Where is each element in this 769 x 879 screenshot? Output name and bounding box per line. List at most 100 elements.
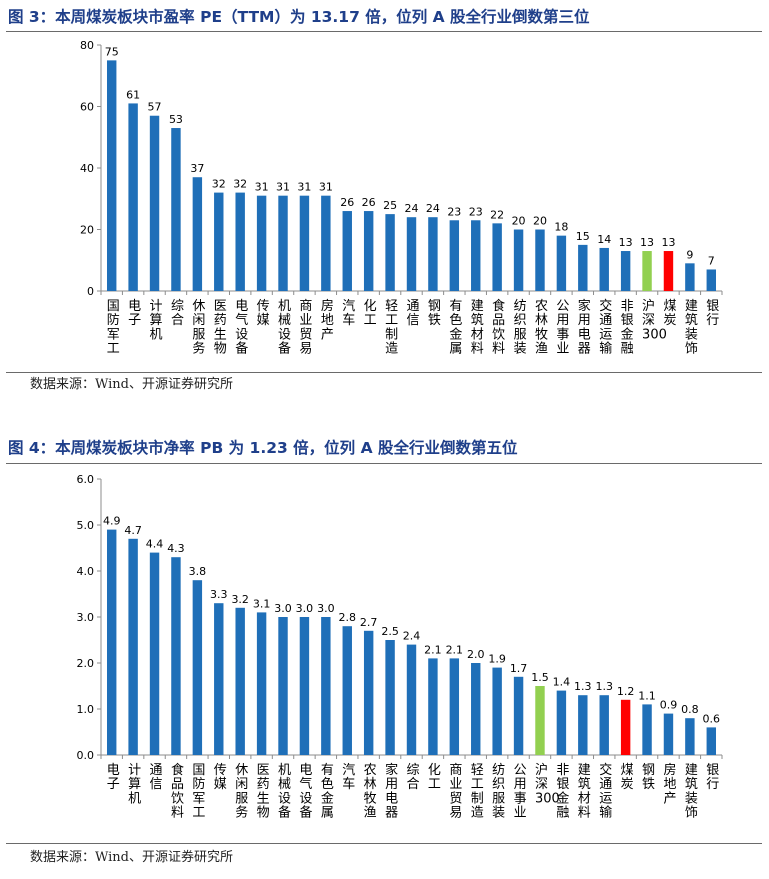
bar [620, 251, 631, 291]
y-tick-label: 2.0 [77, 657, 95, 670]
data-label: 23 [469, 205, 483, 218]
figure-2-top-rule [6, 463, 762, 464]
bar [685, 718, 695, 755]
figure-1-bottom-rule [6, 372, 762, 373]
bar [471, 220, 481, 291]
data-label: 75 [105, 45, 119, 58]
data-label: 1.5 [531, 671, 549, 684]
data-label: 32 [212, 178, 226, 191]
figure-1-title: 图 3：本周煤炭板块市盈率 PE（TTM）为 13.17 倍，位列 A 股全行业… [8, 8, 590, 26]
bar [235, 192, 245, 291]
x-tick-label: 建筑材料 [578, 763, 591, 821]
bar [492, 223, 502, 291]
x-tick-label: 银行 [706, 299, 719, 328]
data-label: 7 [708, 254, 715, 267]
data-label: 20 [533, 215, 547, 228]
bar [385, 640, 395, 755]
data-label: 3.0 [317, 602, 335, 615]
x-tick-label: 房地产 [321, 298, 334, 342]
bar [321, 195, 331, 291]
data-label: 2.0 [467, 648, 485, 661]
x-tick-label: 轻工制造 [471, 763, 484, 821]
bar [171, 128, 181, 291]
data-label: 26 [340, 196, 354, 209]
y-tick-label: 6.0 [77, 473, 95, 486]
data-label: 3.0 [274, 602, 292, 615]
bar [363, 630, 374, 755]
bar [106, 529, 117, 755]
data-label: 4.9 [103, 515, 121, 528]
bar [106, 60, 117, 291]
data-label: 24 [405, 202, 419, 215]
data-label: 3.2 [231, 593, 249, 606]
data-label: 1.3 [595, 680, 613, 693]
y-tick-label: 80 [80, 39, 94, 52]
y-tick-label: 1.0 [77, 703, 95, 716]
x-tick-label: 煤炭 [621, 763, 634, 792]
x-tick-label: 计算机 [128, 763, 141, 806]
bar [642, 251, 652, 291]
bar [171, 557, 181, 755]
x-tick-label: 食品饮料 [492, 298, 505, 357]
data-label: 61 [126, 88, 140, 101]
bar [706, 727, 717, 755]
data-label: 32 [233, 178, 247, 191]
x-tick-label: 房地产 [663, 762, 676, 806]
data-label: 2.8 [339, 611, 357, 624]
data-label: 4.4 [146, 538, 164, 551]
bar [363, 211, 374, 291]
x-tick-label: 综合 [171, 299, 184, 328]
data-label: 9 [686, 248, 693, 261]
x-tick-label: 交通运输 [599, 762, 612, 821]
x-tick-label: 医药生物 [257, 763, 270, 821]
data-label: 1.9 [488, 653, 506, 666]
bar [406, 644, 417, 755]
bar [256, 612, 267, 755]
bar [149, 552, 160, 755]
bar [492, 667, 502, 755]
data-label: 3.8 [189, 565, 207, 578]
figure-1-top-rule [6, 31, 762, 32]
bar [192, 580, 203, 755]
pe-bar-chart: 0 20 40 60 80 75 国防军工 61 电子 57 计算机 53 综合 37 休闲服务 32 医药生物… [80, 39, 723, 357]
data-label: 14 [597, 233, 611, 246]
bar [192, 177, 203, 291]
data-label: 20 [512, 215, 526, 228]
x-tick-label: 轻工制造 [385, 299, 398, 357]
y-tick-label: 40 [80, 162, 94, 175]
bar [278, 195, 288, 291]
x-tick-label: 煤炭 [663, 299, 676, 328]
bar [599, 695, 609, 755]
x-tick-label: 建筑装饰 [685, 299, 698, 357]
x-tick-label: 电子 [107, 763, 120, 792]
bar [706, 269, 717, 291]
data-label: 22 [490, 208, 504, 221]
x-tick-label: 沪深 300 [535, 762, 560, 806]
x-tick-label: 家用电器 [578, 298, 591, 357]
x-tick-label: 休闲服务 [235, 763, 248, 821]
y-tick-label: 4.0 [77, 565, 95, 578]
bar [214, 603, 224, 755]
data-label: 3.3 [210, 588, 228, 601]
data-label: 13 [661, 236, 675, 249]
bar [406, 217, 417, 291]
x-tick-label: 汽车 [342, 299, 355, 328]
data-label: 2.1 [446, 643, 464, 656]
y-tick-label: 60 [80, 101, 94, 114]
bar [321, 617, 331, 755]
data-label: 25 [383, 199, 397, 212]
bar [535, 229, 545, 291]
data-label: 1.1 [638, 689, 656, 702]
bar [128, 103, 138, 291]
bar [299, 195, 310, 291]
bar [556, 690, 567, 755]
x-tick-label: 有色金属 [449, 299, 462, 357]
data-label: 31 [319, 181, 333, 194]
x-tick-label: 建筑装饰 [685, 763, 698, 821]
bar [342, 626, 352, 755]
x-tick-label: 农林牧渔 [364, 763, 377, 821]
x-tick-label: 公用事业 [556, 299, 569, 357]
data-label: 1.3 [574, 680, 592, 693]
bar [149, 115, 160, 291]
x-tick-label: 计算机 [150, 299, 163, 342]
